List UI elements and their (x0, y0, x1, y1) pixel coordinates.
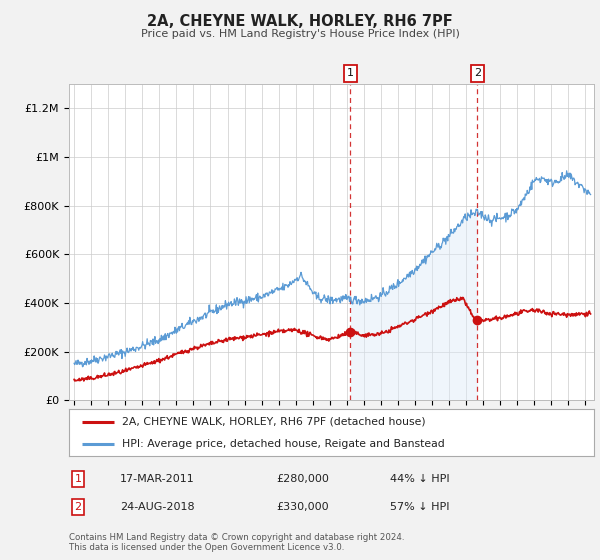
Text: 2A, CHEYNE WALK, HORLEY, RH6 7PF: 2A, CHEYNE WALK, HORLEY, RH6 7PF (147, 14, 453, 29)
Text: 24-AUG-2018: 24-AUG-2018 (120, 502, 194, 512)
Text: 2: 2 (474, 68, 481, 78)
Text: Contains HM Land Registry data © Crown copyright and database right 2024.: Contains HM Land Registry data © Crown c… (69, 533, 404, 542)
Text: Price paid vs. HM Land Registry's House Price Index (HPI): Price paid vs. HM Land Registry's House … (140, 29, 460, 39)
Text: HPI: Average price, detached house, Reigate and Banstead: HPI: Average price, detached house, Reig… (121, 438, 444, 449)
Text: £280,000: £280,000 (276, 474, 329, 484)
Text: 1: 1 (74, 474, 82, 484)
Text: 17-MAR-2011: 17-MAR-2011 (120, 474, 195, 484)
Text: 1: 1 (347, 68, 354, 78)
Text: 2A, CHEYNE WALK, HORLEY, RH6 7PF (detached house): 2A, CHEYNE WALK, HORLEY, RH6 7PF (detach… (121, 417, 425, 427)
Text: 2: 2 (74, 502, 82, 512)
Text: This data is licensed under the Open Government Licence v3.0.: This data is licensed under the Open Gov… (69, 543, 344, 552)
Text: £330,000: £330,000 (276, 502, 329, 512)
Text: 57% ↓ HPI: 57% ↓ HPI (390, 502, 449, 512)
Text: 44% ↓ HPI: 44% ↓ HPI (390, 474, 449, 484)
